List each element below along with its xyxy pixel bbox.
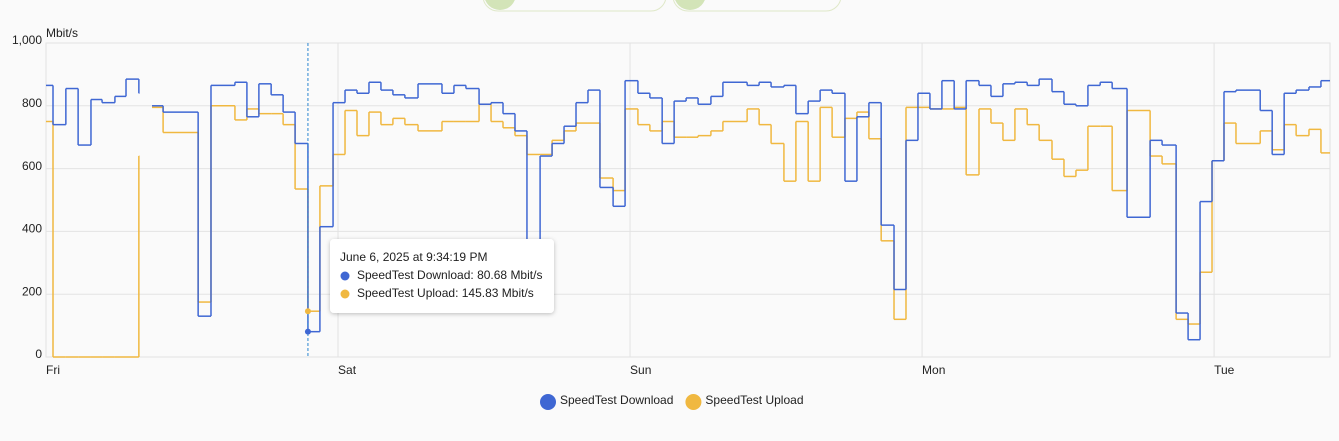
legend-swatch xyxy=(540,394,556,410)
y-axis-unit: Mbit/s xyxy=(46,26,78,40)
tooltip-line: SpeedTest Download: 80.68 Mbit/s xyxy=(357,268,542,282)
y-tick-label: 800 xyxy=(22,96,42,110)
plot-area xyxy=(45,42,1331,358)
y-tick-label: 0 xyxy=(35,347,42,361)
x-tick-label: Sat xyxy=(338,363,357,377)
y-tick-label: 200 xyxy=(22,284,42,298)
y-tick-label: 1,000 xyxy=(12,33,42,47)
chip-icon xyxy=(675,0,705,10)
filter-chip[interactable] xyxy=(483,0,666,12)
y-tick-label: 600 xyxy=(22,159,42,173)
x-tick-label: Sun xyxy=(630,363,651,377)
tooltip-swatch xyxy=(340,289,350,299)
legend-label: SpeedTest Upload xyxy=(705,393,803,407)
hover-point xyxy=(304,308,311,315)
tooltip-swatch xyxy=(340,271,350,281)
legend: SpeedTest Download SpeedTest Upload xyxy=(540,393,804,410)
filter-chip[interactable] xyxy=(673,0,841,12)
hover-point xyxy=(304,328,311,335)
tooltip-box xyxy=(330,239,554,313)
x-tick-label: Fri xyxy=(46,363,60,377)
chip-icon xyxy=(485,0,515,10)
y-tick-label: 400 xyxy=(22,222,42,236)
x-tick-label: Tue xyxy=(1214,363,1235,377)
x-tick-label: Mon xyxy=(922,363,945,377)
tooltip-title: June 6, 2025 at 9:34:19 PM xyxy=(340,250,487,264)
legend-label: SpeedTest Download xyxy=(560,393,673,407)
tooltip-line: SpeedTest Upload: 145.83 Mbit/s xyxy=(357,286,534,300)
legend-swatch xyxy=(685,394,702,410)
